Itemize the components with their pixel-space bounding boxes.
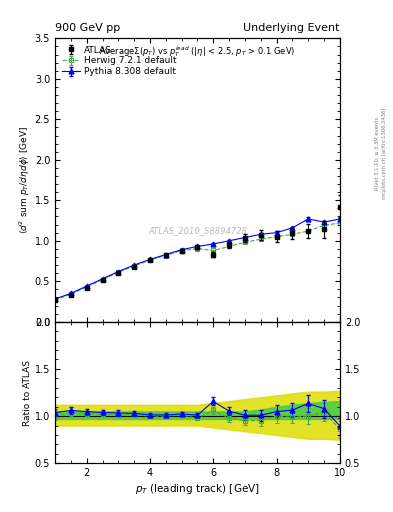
Y-axis label: $\langle d^2$ sum $p_T/d\eta d\phi\rangle$ [GeV]: $\langle d^2$ sum $p_T/d\eta d\phi\rangl… xyxy=(17,126,32,234)
X-axis label: $p_T$ (leading track) [GeV]: $p_T$ (leading track) [GeV] xyxy=(135,482,260,497)
Legend: ATLAS, Herwig 7.2.1 default, Pythia 8.308 default: ATLAS, Herwig 7.2.1 default, Pythia 8.30… xyxy=(59,43,179,79)
Text: Average$\Sigma(p_T)$ vs $p_T^{lead}$ ($|\eta|$ < 2.5, $p_T$ > 0.1 GeV): Average$\Sigma(p_T)$ vs $p_T^{lead}$ ($|… xyxy=(99,44,296,59)
Y-axis label: Ratio to ATLAS: Ratio to ATLAS xyxy=(23,359,32,425)
Text: Underlying Event: Underlying Event xyxy=(243,23,340,33)
Text: mcplots.cern.ch [arXiv:1306.3436]: mcplots.cern.ch [arXiv:1306.3436] xyxy=(382,108,387,199)
Text: 900 GeV pp: 900 GeV pp xyxy=(55,23,120,33)
Text: Rivet 3.1.10, ≥ 3.3M events: Rivet 3.1.10, ≥ 3.3M events xyxy=(375,117,380,190)
Text: ATLAS_2010_S8894728: ATLAS_2010_S8894728 xyxy=(148,226,247,236)
